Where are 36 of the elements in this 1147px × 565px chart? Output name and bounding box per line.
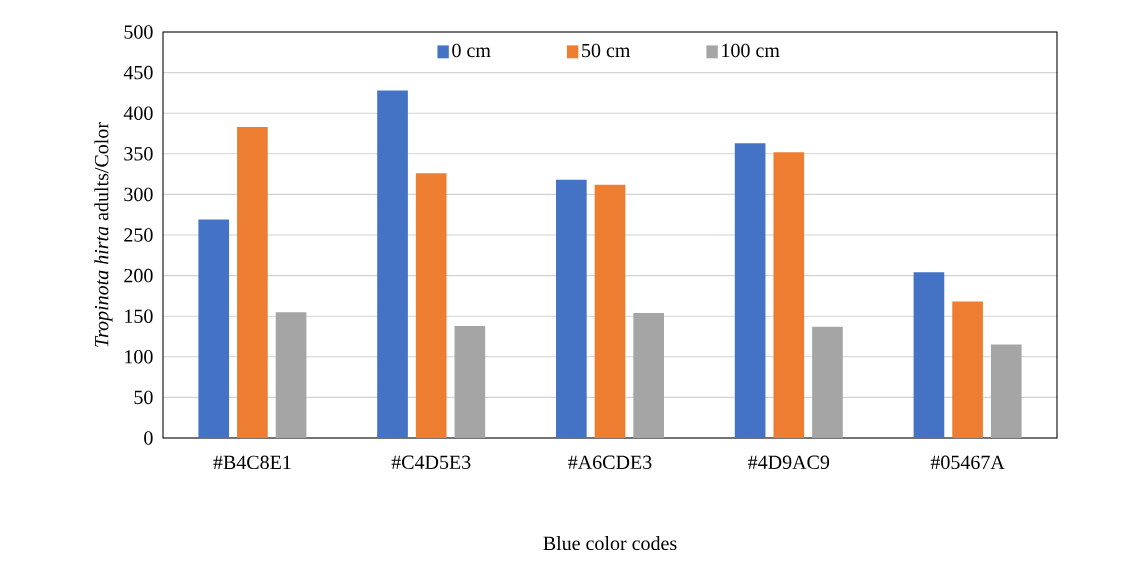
bar (275, 312, 307, 438)
y-axis-title: Tropinota hirta adults/Color (94, 122, 113, 347)
x-axis-title: Blue color codes (543, 536, 677, 551)
legend-label: 100 cm (722, 43, 780, 58)
y-tick-label: 200 (124, 268, 153, 283)
bar (377, 90, 408, 438)
bar (990, 344, 1022, 438)
bar (198, 219, 230, 438)
bar (454, 325, 486, 438)
x-tick-label: #4D9AC9 (748, 455, 830, 470)
x-tick-label: #B4C8E1 (213, 455, 291, 470)
bar (812, 326, 843, 438)
bar (594, 184, 626, 438)
legend-label: 50 cm (582, 43, 631, 58)
y-tick-label: 450 (123, 65, 153, 80)
y-tick-label: 50 (134, 390, 153, 405)
bar (734, 143, 766, 438)
bar (415, 173, 447, 438)
x-tick-label: #C4D5E3 (391, 455, 471, 470)
legend-label: 0 cm (452, 43, 491, 58)
y-tick-label: 0 (144, 431, 153, 445)
bar (913, 272, 945, 438)
bar (237, 127, 268, 438)
x-tick-label: #05467A (930, 455, 1005, 470)
bar (952, 301, 983, 438)
bar (773, 152, 805, 438)
y-tick-label: 150 (125, 309, 153, 323)
bar (556, 179, 587, 438)
y-tick-label: 100 (125, 350, 153, 364)
y-tick-label: 400 (123, 106, 153, 120)
y-tick-label: 500 (124, 25, 153, 39)
bar (633, 312, 664, 438)
y-tick-label: 350 (124, 147, 153, 161)
y-tick-label: 300 (124, 187, 153, 202)
x-tick-label: #A6CDE3 (568, 455, 652, 470)
y-tick-label: 250 (124, 228, 153, 242)
